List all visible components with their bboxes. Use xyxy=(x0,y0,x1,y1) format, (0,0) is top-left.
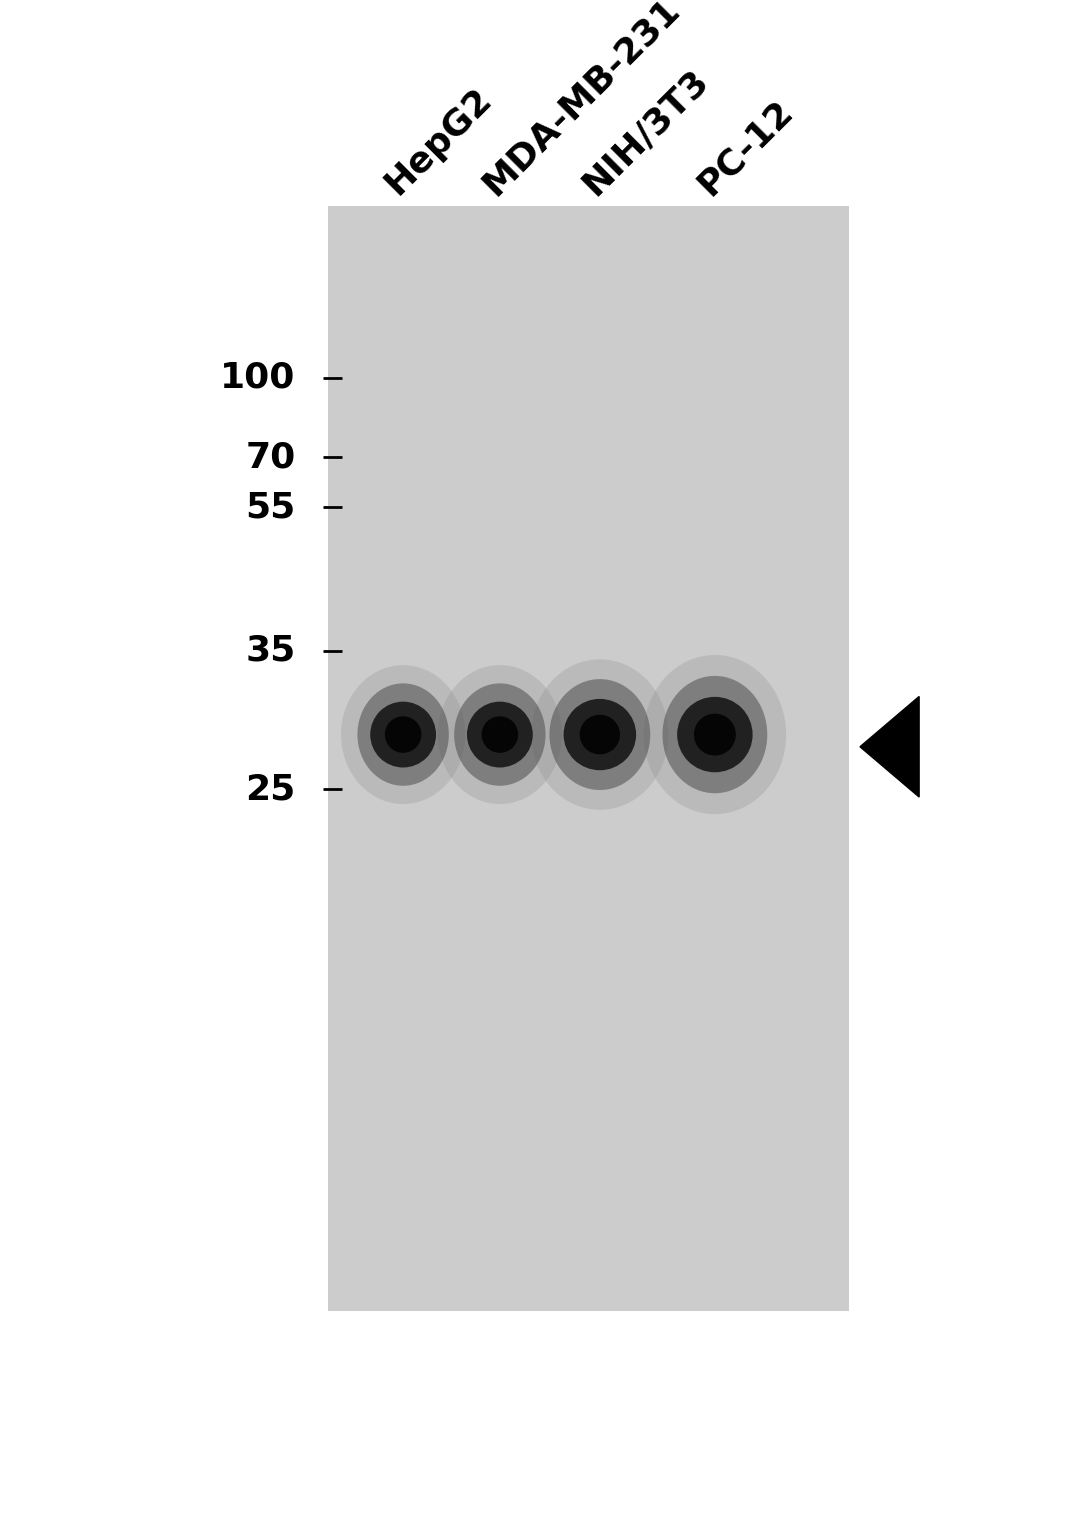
Text: 25: 25 xyxy=(245,773,296,806)
Text: 55: 55 xyxy=(245,491,296,524)
Text: 70: 70 xyxy=(245,440,296,474)
Ellipse shape xyxy=(644,655,786,814)
Ellipse shape xyxy=(662,677,768,792)
Ellipse shape xyxy=(385,716,421,753)
Ellipse shape xyxy=(438,664,562,805)
Bar xyxy=(328,206,849,1311)
Polygon shape xyxy=(860,696,919,797)
Text: NIH/3T3: NIH/3T3 xyxy=(576,62,715,201)
Text: 100: 100 xyxy=(220,361,296,395)
Ellipse shape xyxy=(341,664,465,805)
Ellipse shape xyxy=(694,713,736,756)
Ellipse shape xyxy=(357,683,449,786)
Ellipse shape xyxy=(455,683,546,786)
Ellipse shape xyxy=(531,660,669,809)
Text: HepG2: HepG2 xyxy=(379,81,499,201)
Ellipse shape xyxy=(549,680,650,789)
Ellipse shape xyxy=(482,716,518,753)
Ellipse shape xyxy=(677,696,752,773)
Text: 35: 35 xyxy=(245,634,296,668)
Text: PC-12: PC-12 xyxy=(691,93,799,201)
Ellipse shape xyxy=(370,701,436,768)
Ellipse shape xyxy=(563,700,636,770)
Text: MDA-MB-231: MDA-MB-231 xyxy=(476,0,686,201)
Ellipse shape xyxy=(579,715,620,754)
Ellipse shape xyxy=(467,701,533,768)
